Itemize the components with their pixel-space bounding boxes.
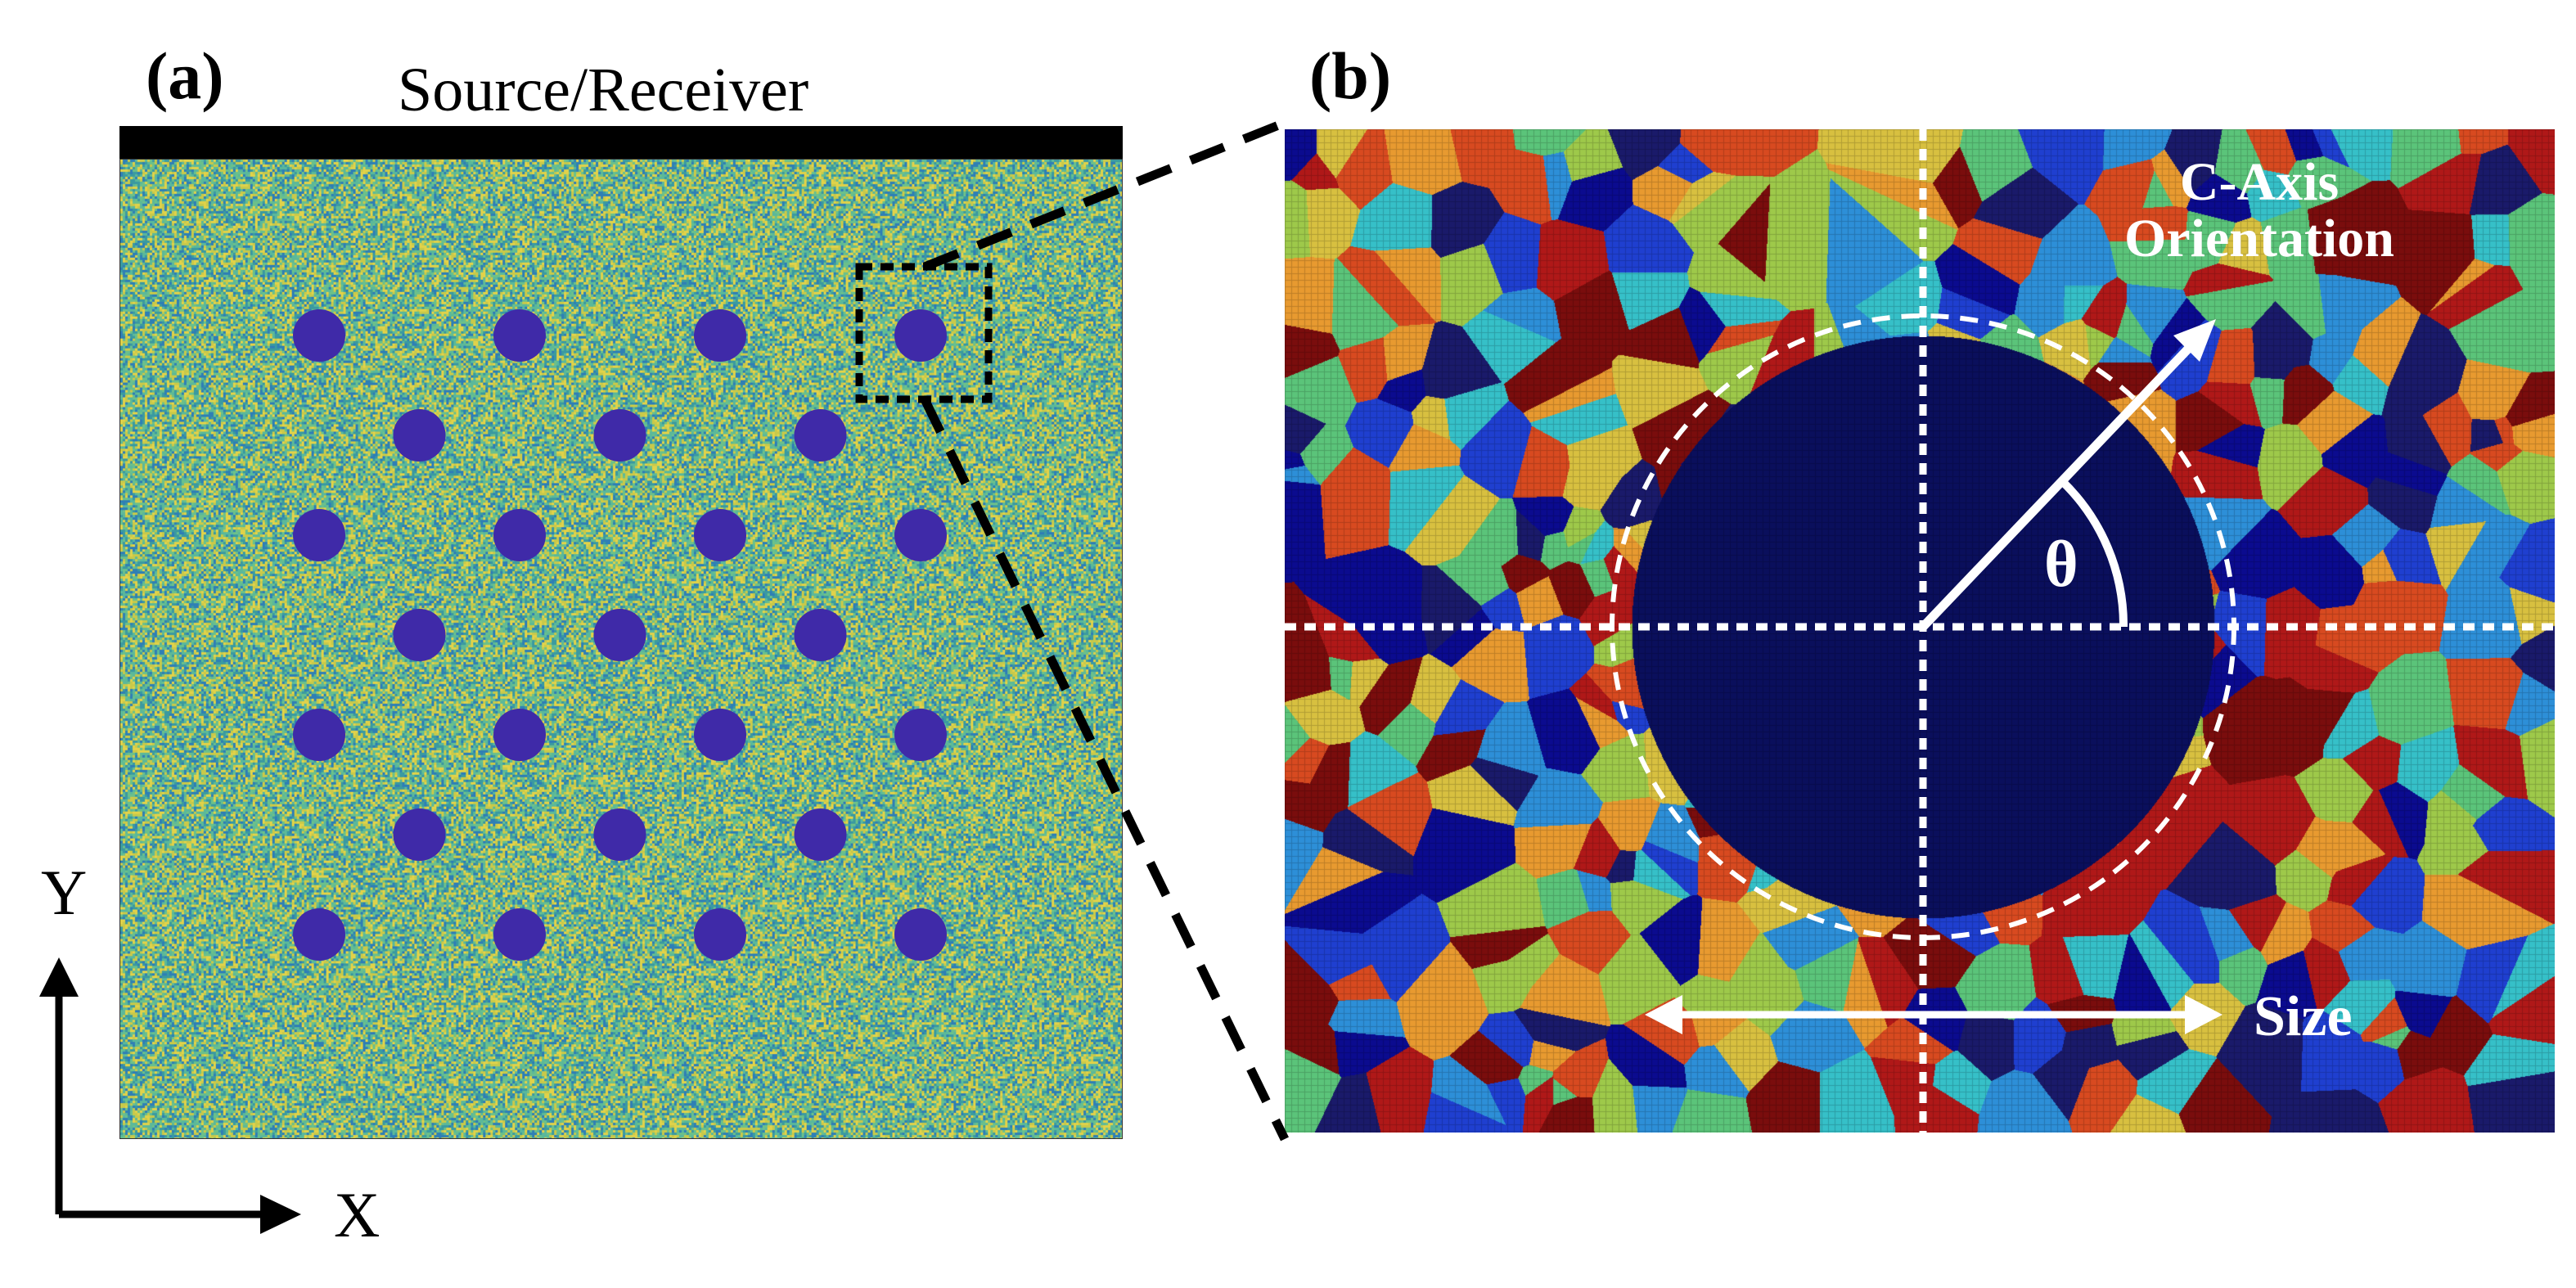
- panel-b-label: (b): [1309, 38, 1392, 113]
- source-receiver-label: Source/Receiver: [398, 56, 809, 124]
- inclusion-hole: [593, 808, 646, 861]
- inclusion-hole: [293, 908, 345, 961]
- inclusion-hole: [794, 808, 847, 861]
- x-axis-label: X: [334, 1179, 381, 1250]
- inclusion-hole: [894, 309, 947, 362]
- inclusion-hole: [694, 709, 746, 761]
- inclusion-hole: [894, 509, 947, 561]
- panel-a-label: (a): [146, 38, 224, 113]
- c-axis-arrowhead-icon: [2173, 319, 2216, 362]
- inclusion-hole: [493, 908, 546, 961]
- inclusion-hole: [293, 709, 345, 761]
- size-arrowhead-left-icon: [1645, 995, 1682, 1034]
- c-axis-orientation-label: C-Axis Orientation: [2124, 154, 2394, 268]
- size-arrowhead-right-icon: [2185, 995, 2222, 1034]
- inclusion-hole: [393, 609, 446, 661]
- inclusion-hole: [393, 808, 446, 861]
- y-axis-label: Y: [41, 857, 88, 928]
- inclusion-hole: [593, 609, 646, 661]
- size-label: Size: [2254, 985, 2353, 1048]
- panel-b-overlay: [1285, 129, 2555, 1133]
- c-axis-label-line2: Orientation: [2124, 209, 2394, 269]
- panel-a-holes: [293, 309, 947, 961]
- inclusion-hole: [493, 709, 546, 761]
- inclusion-hole: [493, 509, 546, 561]
- theta-angle-arc: [2059, 478, 2128, 628]
- inclusion-hole: [894, 908, 947, 961]
- inclusion-hole: [493, 309, 546, 362]
- x-axis-arrow-icon: [260, 1195, 301, 1234]
- c-axis-arrow: [1920, 340, 2196, 630]
- c-axis-label-line1: C-Axis: [2179, 152, 2340, 212]
- y-axis-arrow-icon: [39, 957, 79, 997]
- inclusion-hole: [894, 709, 947, 761]
- inclusion-hole: [393, 409, 446, 462]
- inclusion-hole: [694, 908, 746, 961]
- inclusion-hole: [794, 409, 847, 462]
- inclusion-hole: [694, 509, 746, 561]
- theta-label: θ: [2044, 529, 2078, 601]
- inclusion-hole: [593, 409, 646, 462]
- inclusion-hole: [694, 309, 746, 362]
- source-receiver-bar: [119, 126, 1123, 159]
- inclusion-hole: [794, 609, 847, 661]
- inclusion-hole: [293, 509, 345, 561]
- inclusion-hole: [293, 309, 345, 362]
